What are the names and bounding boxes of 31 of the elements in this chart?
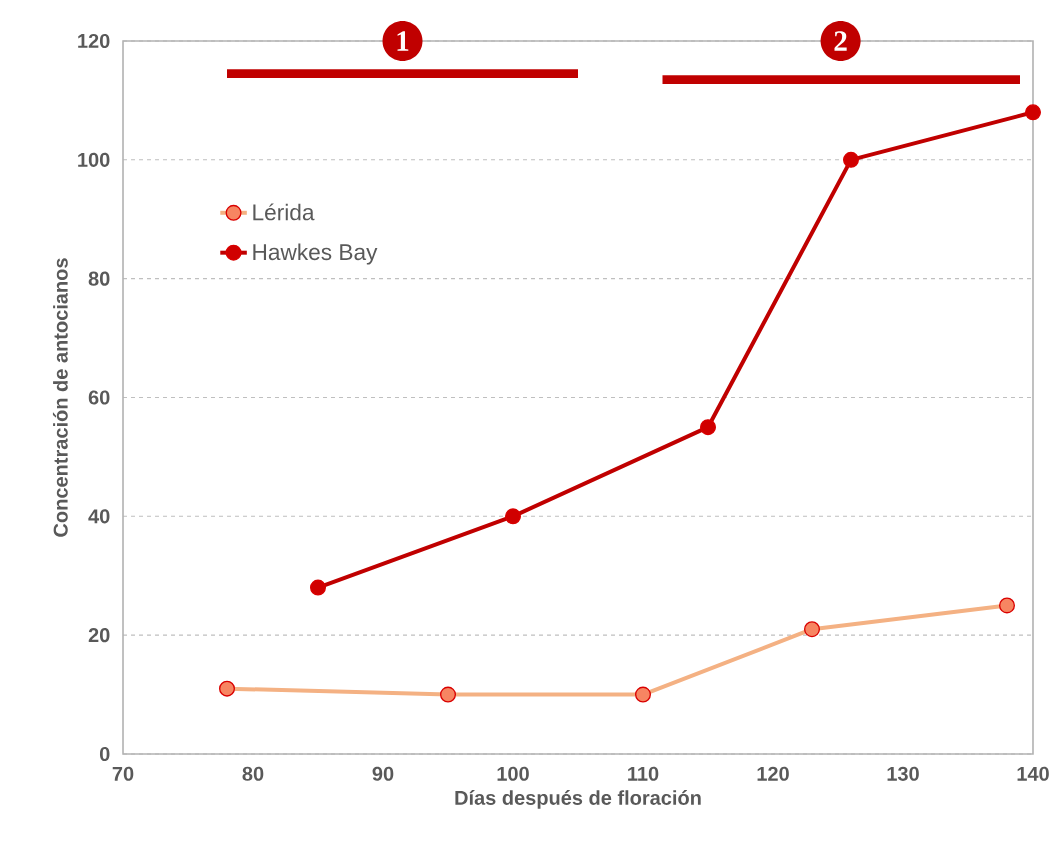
x-tick-label: 70 [112, 766, 134, 781]
x-tick-label: 110 [628, 766, 659, 781]
y-tick-label: 60 [88, 390, 110, 405]
y-tick-label: 100 [78, 152, 110, 167]
y-tick-label: 0 [99, 746, 110, 762]
x-tick-label: 140 [1017, 766, 1049, 781]
point [219, 680, 236, 697]
point [310, 579, 327, 596]
x-tick-label: 80 [242, 766, 264, 781]
x-axis-title: Días después de floración [455, 790, 701, 809]
point [803, 621, 820, 638]
point [842, 151, 859, 168]
point [999, 597, 1015, 614]
legend-label: Lérida [253, 203, 315, 221]
y-tick-label: 80 [88, 271, 110, 286]
x-tick-label: 90 [372, 766, 394, 781]
x-tick-label: 120 [757, 766, 789, 781]
point [1024, 104, 1041, 121]
x-tick-label: 100 [497, 766, 529, 781]
x-tick-label: 130 [887, 766, 919, 781]
annotation: 2 [834, 31, 847, 51]
point [505, 508, 522, 525]
annotation: 1 [397, 31, 409, 51]
y-tick-label: 120 [78, 33, 110, 49]
y-tick-label: 20 [88, 628, 110, 643]
point [700, 419, 716, 436]
point [440, 686, 457, 703]
y-tick-label: 40 [88, 509, 110, 524]
y-axis-title: Concentración de antocianos [52, 258, 68, 537]
legend-label: Hawkes Bay [253, 243, 378, 265]
point [635, 686, 652, 703]
